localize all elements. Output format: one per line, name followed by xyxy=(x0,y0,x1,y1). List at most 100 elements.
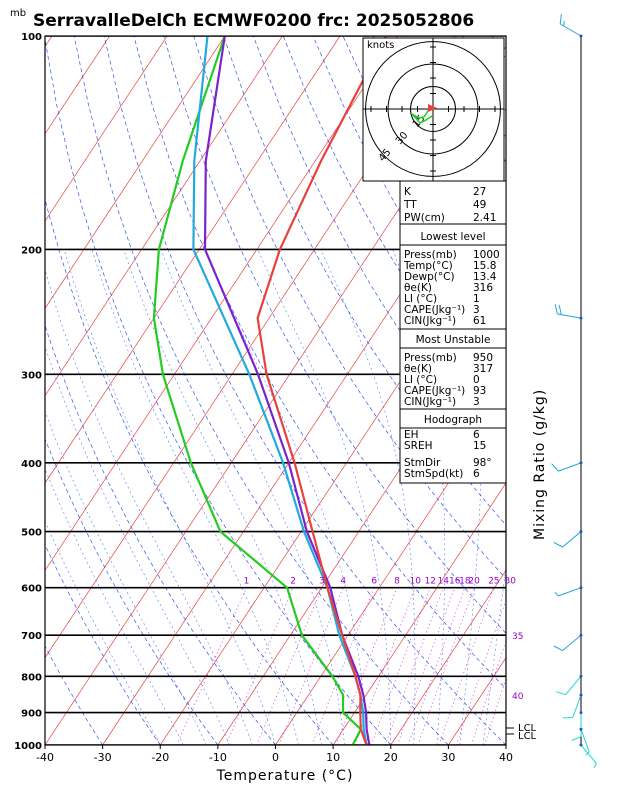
ht-value-sreh: 15 xyxy=(473,440,486,452)
wind-barb xyxy=(553,530,583,548)
dry-adiabat-line xyxy=(45,197,334,745)
wind-barb-dot xyxy=(579,461,583,465)
hodograph-ring xyxy=(365,41,501,177)
dry-adiabat-line xyxy=(252,36,506,473)
index-value-tt: 49 xyxy=(473,199,486,211)
dry-adiabat-line xyxy=(133,36,506,690)
isotherm-line xyxy=(45,36,168,222)
pressure-tick-label: 800 xyxy=(21,672,42,683)
temperature-tick-label: 20 xyxy=(384,751,398,764)
mixing-ratio-line xyxy=(176,587,247,745)
pressure-tick-label: 1000 xyxy=(14,741,42,752)
wind-barb-feather xyxy=(562,717,573,719)
wind-barb-staff xyxy=(580,744,597,764)
isotherm-line xyxy=(159,220,506,745)
wind-barb xyxy=(571,711,583,741)
dry-adiabat-line xyxy=(552,36,618,745)
moist-adiabat-line xyxy=(45,345,230,745)
wind-barb-feather xyxy=(555,691,566,696)
wind-barb-dot xyxy=(579,586,583,590)
wind-barb-dot xyxy=(579,633,583,637)
mu-value-thetae: 317 xyxy=(473,363,493,375)
mixing-ratio-line xyxy=(311,587,375,745)
pressure-tick-label: 500 xyxy=(21,528,42,539)
hodograph-ring xyxy=(410,86,456,132)
ll-value-dewp: 13.4 xyxy=(473,271,497,283)
mixing-ratio-line xyxy=(417,587,475,745)
wind-barb-dot xyxy=(579,711,583,715)
wind-barb-staff xyxy=(559,23,582,37)
hodograph-ring xyxy=(387,63,479,155)
dry-adiabat-line xyxy=(45,645,103,745)
dry-adiabat-line xyxy=(103,36,506,745)
pressure-tick-label: 900 xyxy=(21,709,42,720)
ll-value-thetae: 316 xyxy=(473,282,493,294)
mu-label-press: Press(mb) xyxy=(404,352,457,364)
most-unstable-header: Most Unstable xyxy=(416,334,491,346)
wind-barb-dot xyxy=(579,530,583,534)
dry-adiabat-line xyxy=(491,36,506,60)
mixing-ratio-line xyxy=(456,598,506,745)
mixing-ratio-label: 40 xyxy=(512,692,524,702)
isotherm-line xyxy=(45,36,341,484)
wind-barb-dot xyxy=(579,743,583,747)
wind-barb-staff xyxy=(562,634,582,651)
ll-label-dewp: Dewp(°C) xyxy=(404,271,455,283)
ht-value-stmdir: 98° xyxy=(473,457,492,469)
wind-barb-feather xyxy=(585,751,590,756)
ll-label-thetae: θe(K) xyxy=(404,282,432,294)
isotherm-line xyxy=(45,36,110,135)
dry-adiabat-line xyxy=(73,36,449,745)
mixing-ratio-line xyxy=(396,587,456,745)
isotherm-line xyxy=(45,36,226,310)
dry-adiabat-line xyxy=(582,36,618,745)
storm-motion-marker xyxy=(428,104,437,112)
wind-barb-staff xyxy=(565,675,582,696)
isotherm-line xyxy=(45,36,398,572)
mixing-ratio-axis-label: Mixing Ratio (g/kg) xyxy=(532,389,548,540)
ll-label-press: Press(mb) xyxy=(404,249,457,261)
mu-value-press: 950 xyxy=(473,352,493,364)
temperature-tick-labels: -40 -30 -20 -10 0 10 20 30 40 xyxy=(36,745,513,764)
wind-barb-feather xyxy=(553,645,563,652)
wind-barbs xyxy=(551,14,597,769)
dewpoint-profile xyxy=(152,36,363,745)
x-axis-label: Temperature (°C) xyxy=(216,768,354,784)
profiles xyxy=(152,36,388,745)
wind-barb-dot xyxy=(579,34,583,38)
moist-adiabat-line xyxy=(45,520,161,745)
ll-label-li: LI (°C) xyxy=(404,293,437,305)
mixing-ratio-label: 3 xyxy=(319,577,325,587)
temperature-tick-label: -20 xyxy=(151,751,169,764)
pressure-tick-label: 300 xyxy=(21,370,42,381)
mixing-ratio-label: 16 xyxy=(449,577,461,587)
temperature-tick-label: 10 xyxy=(326,751,340,764)
pressure-unit-label: mb xyxy=(10,8,26,19)
dry-adiabats xyxy=(45,36,618,745)
wind-barb-feather xyxy=(554,591,559,597)
ht-label-sreh: SREH xyxy=(404,440,433,452)
pressure-tick-label: 700 xyxy=(21,631,42,642)
wind-barb xyxy=(562,693,583,719)
pressure-tick-labels: 100 200 300 400 500 600 700 800 900 1000 xyxy=(14,32,42,752)
mixing-ratio-label: 14 xyxy=(438,577,450,587)
wind-barb-feather xyxy=(551,463,559,472)
moist-adiabat-line xyxy=(123,249,322,745)
ht-label-stmspd: StmSpd(kt) xyxy=(404,468,463,480)
mixing-ratio-label: 35 xyxy=(512,632,523,642)
ht-value-stmspd: 6 xyxy=(473,468,480,480)
wind-barb xyxy=(555,674,583,696)
dry-adiabat-line xyxy=(45,324,276,745)
ll-value-press: 1000 xyxy=(473,249,500,261)
hodograph-table: Hodograph EH 6 SREH 15 StmDir 98° StmSpd… xyxy=(399,408,507,484)
isotherm-line xyxy=(275,395,506,745)
moist-adiabat-line xyxy=(320,249,416,745)
moist-adiabat-line xyxy=(204,249,368,745)
ht-label-eh: EH xyxy=(404,429,419,441)
lcl-markers: LCL LCL xyxy=(506,723,537,742)
mixing-ratio-label: 1 xyxy=(244,577,250,587)
isotherm-line xyxy=(564,36,618,745)
wind-barb-feather xyxy=(571,736,582,741)
hodograph-trace xyxy=(411,108,433,124)
